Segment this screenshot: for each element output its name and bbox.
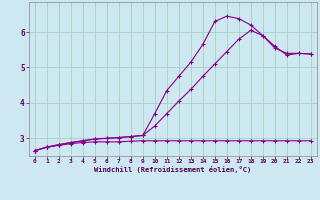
X-axis label: Windchill (Refroidissement éolien,°C): Windchill (Refroidissement éolien,°C) xyxy=(94,166,252,173)
